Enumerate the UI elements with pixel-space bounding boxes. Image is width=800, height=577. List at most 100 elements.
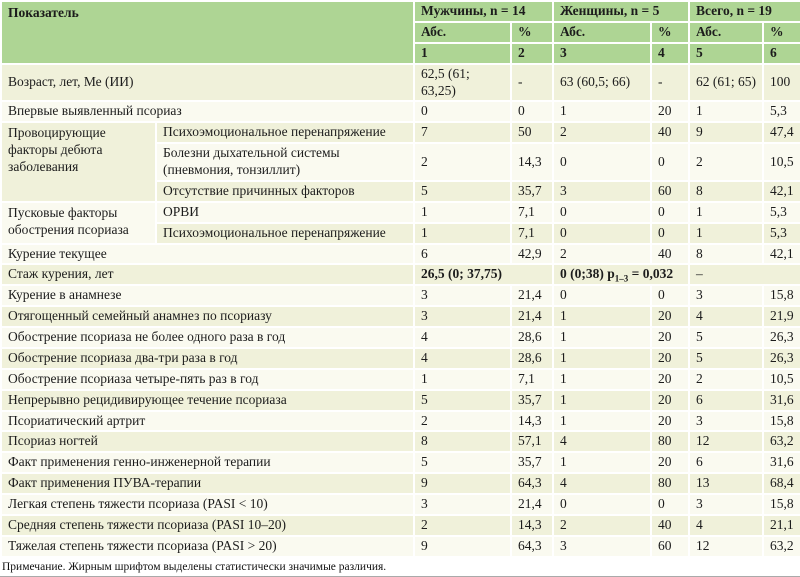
value-cell: 1 <box>413 367 512 391</box>
value-cell: 1 <box>688 100 765 124</box>
value-cell: 21,4 <box>510 284 554 308</box>
value-cell: 3 <box>413 305 512 328</box>
merged-value-cell: 0 (0;38) p1–3 = 0,032 <box>551 263 691 287</box>
column-number: 6 <box>762 41 800 65</box>
value-cell: 12 <box>688 534 765 558</box>
value-cell: 35,7 <box>510 388 554 412</box>
value-cell: 20 <box>649 100 691 124</box>
value-cell: 42,1 <box>762 179 800 203</box>
value-cell: 21,9 <box>762 305 800 328</box>
value-cell: 5,3 <box>762 221 800 245</box>
value-cell: 0 <box>510 100 554 124</box>
value-cell: 0 <box>552 142 652 182</box>
value-cell: 20 <box>649 305 691 328</box>
value-cell: 20 <box>649 346 691 370</box>
value-cell: 3 <box>688 284 765 308</box>
row-label: Отягощенный семейный анамнез по псориазу <box>0 305 415 328</box>
value-cell: 3 <box>552 179 652 203</box>
value-cell: 7,1 <box>510 221 554 245</box>
header-row-subcolumns: Абс. % Абс. % Абс. % <box>1 20 800 44</box>
column-header-abs: Абс. <box>413 20 512 44</box>
value-cell: 62,5 (61; 63,25) <box>413 62 512 103</box>
column-header-indicator: Показатель <box>0 0 415 65</box>
value-cell: 14,3 <box>510 142 554 182</box>
value-cell: 9 <box>688 121 765 145</box>
value-cell: 5,3 <box>762 100 800 124</box>
value-cell: 0 <box>552 200 652 224</box>
value-cell: 57,1 <box>510 430 554 454</box>
value-cell: 7,1 <box>510 367 554 391</box>
value-cell: 0 <box>649 284 691 308</box>
value-cell: 1 <box>688 200 765 224</box>
value-cell: 5 <box>413 451 512 475</box>
value-cell: 26,3 <box>762 346 800 370</box>
value-cell: 1 <box>552 409 652 433</box>
value-cell: 3 <box>413 284 512 308</box>
row-group-label: Пусковые факторы обострения псориаза <box>0 200 157 245</box>
row-label: Факт применения генно-инженерной терапии <box>0 451 415 475</box>
value-cell: 3 <box>552 534 652 558</box>
row-group-label: Провоцирующие факторы дебюта заболевания <box>0 121 157 203</box>
table-row: Курение текущее 6 42,9 2 40 8 42,1 <box>0 242 800 266</box>
value-cell: 100 <box>762 62 800 103</box>
row-label: Легкая степень тяжести псориаза (PASI < … <box>0 493 415 516</box>
column-header-men: Мужчины, n = 14 <box>413 0 554 23</box>
value-cell: 8 <box>413 430 512 454</box>
value-cell: 40 <box>649 513 691 537</box>
row-label: Непрерывно рецидивирующее течение псориа… <box>0 388 415 412</box>
table-header: Показатель Мужчины, n = 14 Женщины, n = … <box>0 0 800 65</box>
value-cell: 1 <box>413 221 512 245</box>
value-cell: 1 <box>688 221 765 245</box>
value-cell: 13 <box>688 472 765 495</box>
value-cell: 3 <box>688 409 765 433</box>
value-cell: 20 <box>649 409 691 433</box>
value-cell: 2 <box>413 513 512 537</box>
value-cell: 63,2 <box>762 430 800 454</box>
column-number: 1 <box>413 41 512 65</box>
value-cell: 47,4 <box>762 121 800 145</box>
value-cell: 7 <box>413 121 512 145</box>
column-number: 2 <box>510 41 554 65</box>
value-cell: 64,3 <box>510 472 554 495</box>
row-sublabel: Болезни дыхательной системы (пневмония, … <box>155 142 415 182</box>
value-cell: 0 <box>649 493 691 516</box>
value-cell: 0 <box>552 221 652 245</box>
value-cell: 31,6 <box>762 388 800 412</box>
value-cell: 42,1 <box>762 242 800 266</box>
row-sublabel: Отсутствие причинных факторов <box>155 179 415 203</box>
value-cell: 35,7 <box>510 451 554 475</box>
value-cell: 0 <box>649 142 691 182</box>
value-cell: 0 <box>413 100 512 124</box>
table-row: Провоцирующие факторы дебюта заболевания… <box>0 121 800 203</box>
value-cell: 63,2 <box>762 534 800 558</box>
value-cell: 5,3 <box>762 200 800 224</box>
header-row-numbers: 1 2 3 4 5 6 <box>1 41 800 65</box>
value-cell: 2 <box>413 142 512 182</box>
value-cell: 6 <box>688 451 765 475</box>
table-row: Средняя степень тяжести псориаза (PASI 1… <box>0 513 800 537</box>
value-cell: 4 <box>413 326 512 349</box>
value-cell: 63 (60,5; 66) <box>552 62 652 103</box>
value-cell: 42,9 <box>510 242 554 266</box>
row-label: Курение в анамнезе <box>0 284 415 308</box>
value-cell: 40 <box>649 121 691 145</box>
row-label: Средняя степень тяжести псориаза (PASI 1… <box>0 513 415 537</box>
table-row: Легкая степень тяжести псориаза (PASI < … <box>0 493 800 516</box>
value-cell: 5 <box>688 346 765 370</box>
value-cell: 15,8 <box>762 409 800 433</box>
table-row: Псориаз ногтей 8 57,1 4 80 12 63,2 <box>0 430 800 454</box>
value-cell: 4 <box>552 472 652 495</box>
table-body: Возраст, лет, Ме (ИИ) 62,5 (61; 63,25) -63… <box>0 62 800 558</box>
table-row: Психоэмоциональное перенапряжение 1 7,1 0 0 1… <box>1 221 800 245</box>
value-cell: 5 <box>688 326 765 349</box>
table-row: Стаж курения, лет 26,5 (0; 37,75) 0 (0;38)… <box>0 263 800 287</box>
value-cell: 5 <box>413 179 512 203</box>
row-sublabel: ОРВИ <box>155 200 415 224</box>
row-label: Обострение псориаза не более одного раза… <box>0 326 415 349</box>
table-row: Непрерывно рецидивирующее течение псориа… <box>0 388 800 412</box>
value-cell: 26,3 <box>762 326 800 349</box>
value-cell: 4 <box>688 513 765 537</box>
table-row: Тяжелая степень тяжести псориаза (PASI >… <box>0 534 800 558</box>
table-row: Впервые выявленный псориаз 0 0 1 20 1 5,3 <box>0 100 800 124</box>
table-row: Пусковые факторы обострения псориаза ОРВИ… <box>0 200 800 245</box>
